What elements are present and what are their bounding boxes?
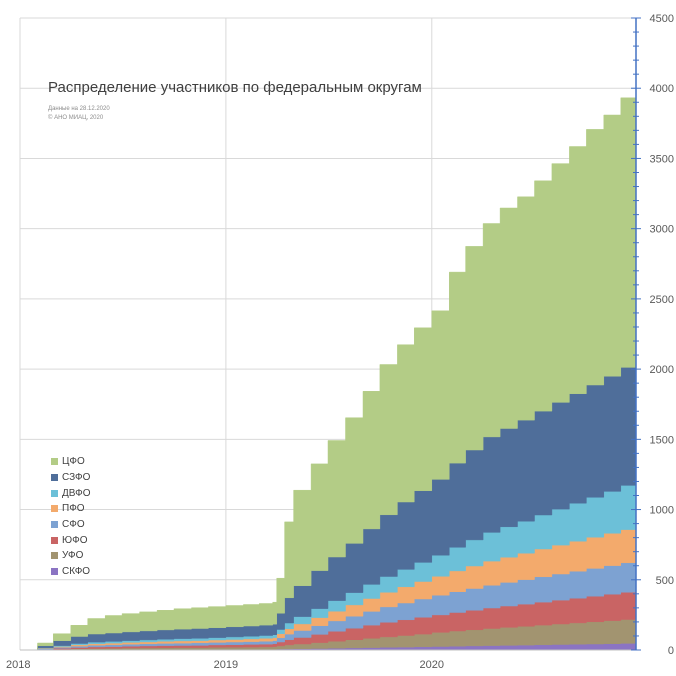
legend-item: ЦФО: [51, 454, 91, 470]
legend-swatch: [51, 505, 58, 513]
legend-item: ЮФО: [51, 532, 91, 548]
y-tick-label: 1500: [650, 434, 674, 446]
y-tick-label: 3500: [650, 153, 674, 165]
data-date-note: Данные на 28.12.2020: [48, 106, 110, 112]
legend-item: ПФО: [51, 501, 91, 517]
legend-label: ЦФО: [62, 456, 85, 468]
y-tick-label: 0: [668, 645, 674, 657]
legend-item: УФО: [51, 548, 91, 564]
y-tick-label: 2500: [650, 294, 674, 306]
copyright-note: © АНО МИАЦ, 2020: [48, 115, 104, 121]
x-tick-label: 2018: [6, 659, 30, 671]
y-tick-label: 4500: [650, 13, 674, 25]
legend-label: ДВФО: [62, 487, 91, 499]
y-tick-label: 1000: [650, 505, 674, 517]
legend-item: СФО: [51, 517, 91, 533]
chart-title: Распределение участников по федеральным …: [48, 79, 422, 96]
legend-label: ЮФО: [62, 534, 88, 546]
legend-label: СКФО: [62, 566, 91, 578]
x-tick-label: 2019: [214, 659, 238, 671]
legend-label: УФО: [62, 550, 84, 562]
legend-item: СКФО: [51, 564, 91, 580]
axes: 0 500 1000 1500 2000 2500 3000 3500 4000 4500 2018…: [6, 13, 674, 671]
legend-swatch: [51, 474, 58, 482]
series-areas: [20, 87, 637, 651]
x-tick-label: 2020: [420, 659, 444, 671]
legend-swatch: [51, 458, 58, 466]
legend-swatch: [51, 552, 58, 560]
y-tick-label: 4000: [650, 83, 674, 95]
legend-swatch: [51, 489, 58, 497]
legend-label: СЗФО: [62, 472, 91, 484]
legend-swatch: [51, 536, 58, 544]
y-tick-label: 2000: [650, 364, 674, 376]
legend-swatch: [51, 521, 58, 529]
legend: ЦФО СЗФО ДВФО ПФО СФО ЮФО УФО СКФО: [51, 454, 91, 580]
legend-item: ДВФО: [51, 485, 91, 501]
legend-swatch: [51, 568, 58, 576]
legend-label: ПФО: [62, 503, 85, 515]
y-tick-label: 500: [656, 575, 674, 587]
legend-label: СФО: [62, 519, 85, 531]
y-tick-label: 3000: [650, 224, 674, 236]
legend-item: СЗФО: [51, 470, 91, 486]
